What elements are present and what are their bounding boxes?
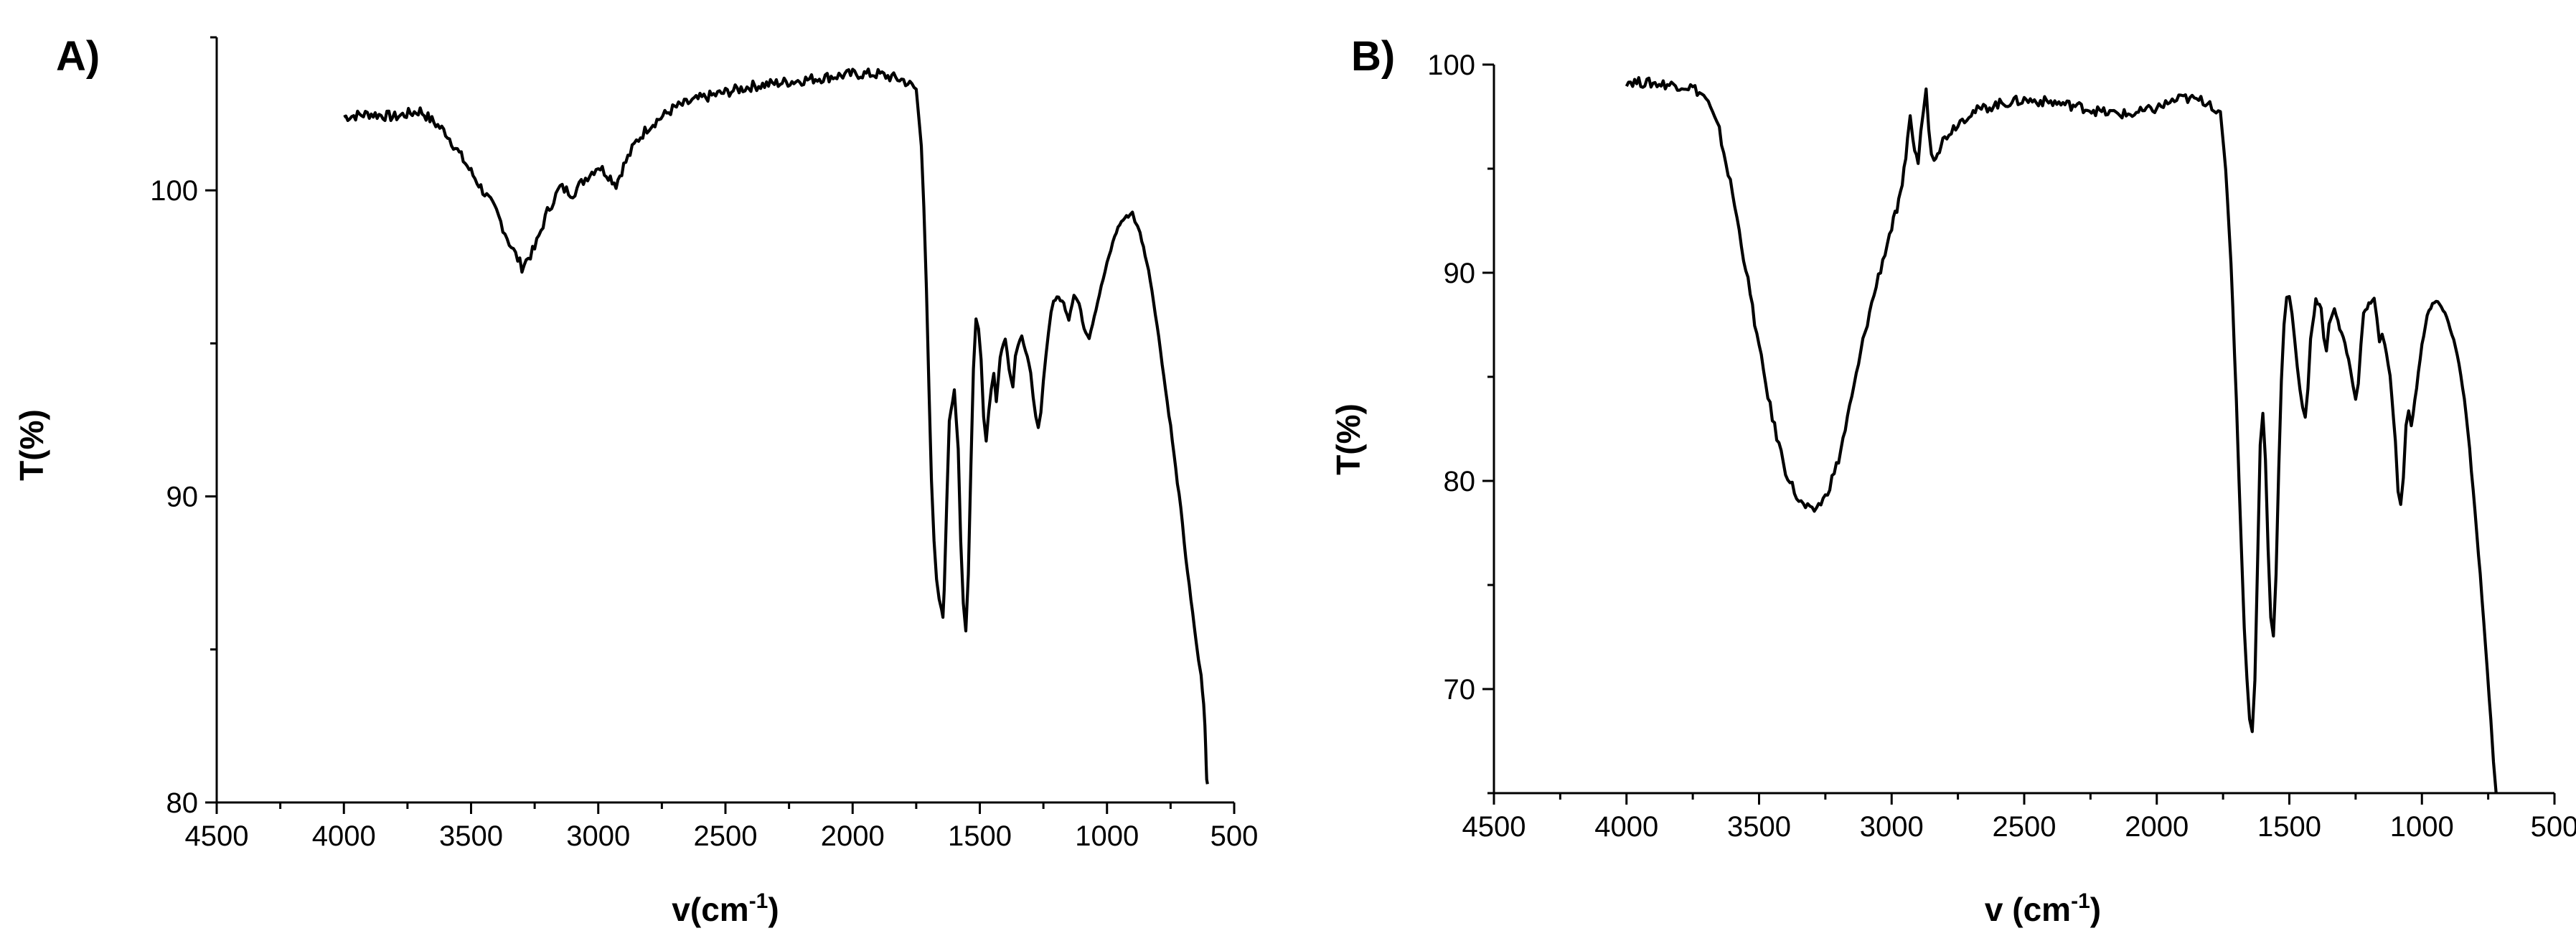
x-tick-label: 1000	[1075, 820, 1139, 852]
x-tick-label: 1500	[948, 820, 1012, 852]
panel-label-a: A)	[56, 33, 100, 80]
x-tick-label: 4500	[1462, 811, 1526, 843]
x-tick-label: 500	[1211, 820, 1259, 852]
x-ticks-b: 4500 4000 3500 3000 2500 2000 1500 1000 500	[1462, 793, 2576, 843]
x-axis-title-b-main: v (cm	[1985, 891, 2071, 928]
x-tick-label: 4000	[312, 820, 376, 852]
chart-panel-a: A) 4500 4000 3500 3000 2500 2000 1500 1000 500 8…	[13, 33, 1258, 928]
y-tick-label: 100	[1427, 50, 1475, 81]
x-axis-title-a: v(cm-1)	[672, 889, 779, 928]
x-tick-label: 4500	[185, 820, 249, 852]
x-tick-label: 1000	[2390, 811, 2454, 843]
x-axis-title-b-sup: -1	[2071, 889, 2090, 913]
spectrum-line-a	[343, 67, 1209, 785]
x-tick-label: 2000	[2125, 811, 2189, 843]
x-tick-label: 3000	[1860, 811, 1924, 843]
y-ticks-a: 80 90 100	[150, 36, 217, 819]
x-tick-label: 3500	[1727, 811, 1791, 843]
x-tick-label: 2500	[1993, 811, 2056, 843]
x-axis-title-a-main: v(cm	[672, 891, 748, 928]
x-tick-label: 2500	[694, 820, 758, 852]
x-axis-title-a-sup: -1	[749, 889, 768, 913]
x-tick-label: 3000	[566, 820, 630, 852]
x-axis-title-b-close: )	[2090, 891, 2101, 928]
x-tick-label: 2000	[821, 820, 885, 852]
x-axis-title-b: v (cm-1)	[1985, 889, 2101, 928]
y-tick-label: 100	[150, 175, 198, 207]
axes-frame-a	[215, 37, 1234, 804]
x-axis-title-a-close: )	[768, 891, 779, 928]
y-axis-title-a: T(%)	[13, 409, 50, 481]
x-tick-label: 3500	[439, 820, 503, 852]
x-ticks-a: 4500 4000 3500 3000 2500 2000 1500 1000 500	[185, 802, 1259, 852]
x-tick-label: 1500	[2257, 811, 2321, 843]
y-tick-label: 80	[1444, 466, 1476, 497]
x-tick-label: 4000	[1594, 811, 1658, 843]
y-axis-title-b: T(%)	[1330, 403, 1367, 475]
y-ticks-b: 70 80 90 100	[1427, 50, 1494, 795]
panel-label-b: B)	[1351, 33, 1395, 80]
chart-panel-b: B) 4500 4000 3500 3000 2500 2000 1500 1000 500 7…	[1330, 33, 2576, 928]
y-tick-label: 80	[166, 787, 199, 819]
y-tick-label: 70	[1444, 674, 1476, 706]
spectrum-line-b	[1625, 76, 2498, 794]
x-tick-label: 500	[2531, 811, 2576, 843]
y-tick-label: 90	[166, 482, 199, 513]
y-tick-label: 90	[1444, 258, 1476, 289]
